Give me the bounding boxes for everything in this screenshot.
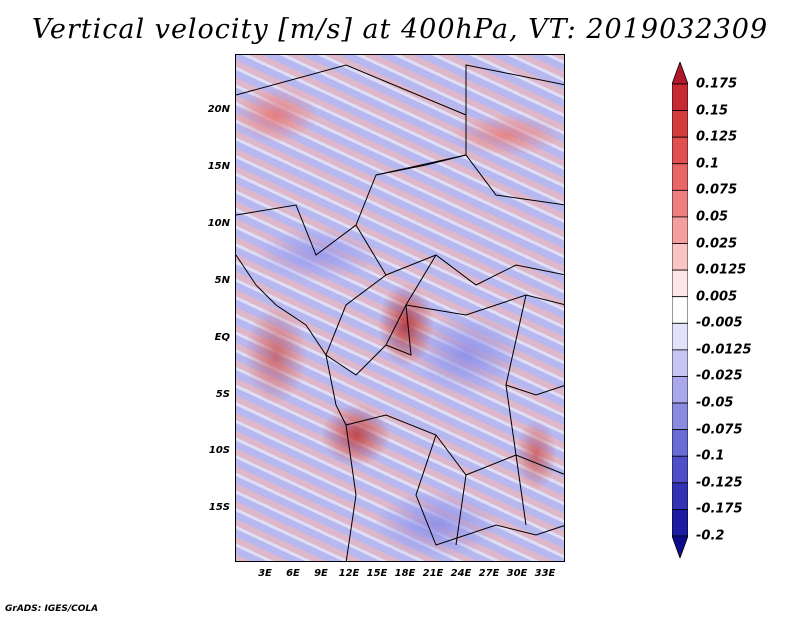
colorbar-swatch [672, 535, 688, 558]
colorbar-swatch [672, 296, 688, 324]
colorbar-label: -0.05 [696, 395, 734, 411]
colorbar-swatch [672, 136, 688, 165]
lat-label: 20N [207, 104, 230, 115]
colorbar-label: 0.075 [696, 182, 738, 198]
colorbar-label: -0.2 [696, 528, 725, 544]
lat-label: 5N [214, 275, 230, 286]
chart-title: Vertical velocity [m/s] at 400hPa, VT: 2… [31, 14, 769, 45]
lat-label: 15S [208, 502, 230, 513]
lat-label: EQ [214, 332, 230, 343]
colorbar-swatch [672, 243, 688, 271]
colorbar-label: -0.0125 [696, 342, 752, 358]
lat-label: 10S [208, 445, 230, 456]
lat-label: 10N [207, 218, 230, 229]
lon-label: 27E [478, 568, 500, 579]
colorbar-swatch [672, 269, 688, 298]
colorbar [672, 62, 688, 558]
colorbar-swatch [672, 429, 688, 457]
colorbar-swatch [672, 110, 688, 138]
lon-label: 30E [506, 568, 528, 579]
colorbar-swatch [672, 349, 688, 377]
lat-label: 15N [207, 161, 230, 172]
lon-label: 21E [422, 568, 444, 579]
colorbar-label: -0.025 [696, 368, 743, 384]
colorbar-label: 0.005 [696, 289, 738, 305]
colorbar-swatch [672, 216, 688, 244]
lon-label: 9E [314, 568, 328, 579]
colorbar-label: 0.025 [696, 236, 738, 252]
colorbar-label: 0.125 [696, 129, 738, 145]
lon-label: 6E [286, 568, 300, 579]
lon-label: 24E [450, 568, 472, 579]
colorbar-label: 0.1 [696, 156, 720, 172]
colorbar-label: -0.1 [696, 448, 725, 464]
lon-label: 18E [394, 568, 416, 579]
colorbar-swatch [672, 189, 688, 218]
colorbar-label: 0.05 [696, 209, 729, 225]
colorbar-swatch [672, 402, 688, 431]
lon-label: 3E [258, 568, 272, 579]
colorbar-label: 0.0125 [696, 262, 747, 278]
colorbar-swatch [672, 163, 688, 191]
colorbar-swatch [672, 376, 688, 404]
colorbar-swatch [672, 83, 688, 111]
colorbar-swatch [672, 455, 688, 484]
colorbar-label: 0.15 [696, 103, 729, 119]
colorbar-label: 0.175 [696, 76, 738, 92]
colorbar-label: -0.125 [696, 475, 743, 491]
lon-label: 33E [534, 568, 556, 579]
colorbar-label: -0.075 [696, 422, 743, 438]
country-boundaries [236, 64, 564, 561]
map-plot [235, 54, 565, 562]
grads-credit: GrADS: IGES/COLA [5, 604, 99, 614]
colorbar-label: -0.175 [696, 501, 743, 517]
colorbar-swatch [672, 322, 688, 351]
colorbar-swatch [672, 62, 688, 85]
lon-label: 15E [366, 568, 388, 579]
lat-label: 5S [215, 389, 230, 400]
lon-label: 12E [338, 568, 360, 579]
colorbar-label: -0.005 [696, 315, 743, 331]
colorbar-swatch [672, 509, 688, 537]
colorbar-swatch [672, 482, 688, 510]
